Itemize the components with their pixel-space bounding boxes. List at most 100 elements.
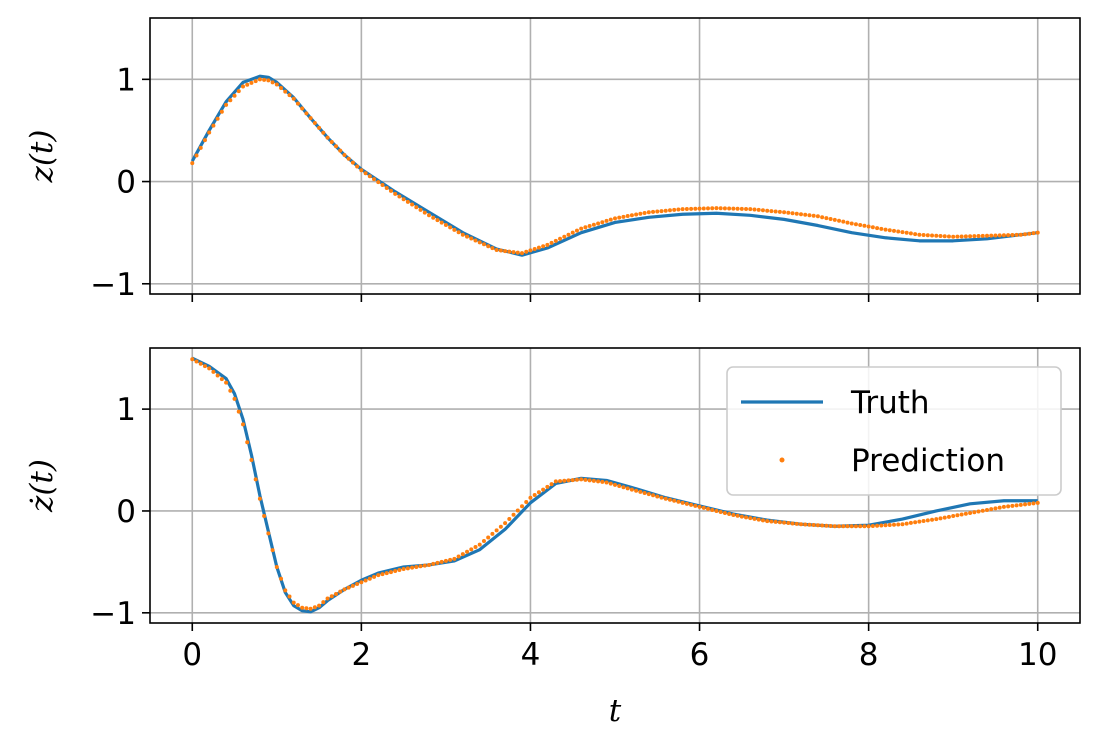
prediction-point	[625, 214, 630, 219]
prediction-point	[266, 531, 271, 536]
prediction-point	[579, 477, 584, 482]
prediction-point	[663, 208, 668, 213]
prediction-point	[655, 494, 660, 499]
x-tick-label: 8	[859, 637, 879, 673]
prediction-point	[866, 524, 871, 529]
prediction-point	[908, 231, 913, 236]
prediction-point	[350, 583, 355, 588]
prediction-point	[959, 234, 964, 239]
prediction-point	[372, 177, 377, 182]
prediction-point	[849, 221, 854, 226]
prediction-point	[739, 206, 744, 211]
prediction-point	[959, 512, 964, 517]
prediction-point	[1031, 501, 1036, 506]
prediction-point	[541, 244, 546, 249]
x-tick-label: 2	[351, 637, 371, 673]
prediction-point	[422, 563, 427, 568]
prediction-point	[1018, 502, 1023, 507]
prediction-point	[921, 519, 926, 524]
prediction-point	[634, 488, 639, 493]
prediction-point	[486, 244, 491, 249]
prediction-point	[283, 89, 288, 94]
prediction-point	[997, 505, 1002, 510]
prediction-point	[1006, 233, 1011, 238]
prediction-point	[384, 185, 389, 190]
prediction-point	[883, 227, 888, 232]
prediction-point	[765, 208, 770, 213]
prediction-point	[1031, 231, 1036, 236]
y-axis-label: z(t)	[24, 130, 60, 184]
prediction-point	[794, 211, 799, 216]
prediction-point	[655, 209, 660, 214]
prediction-point	[393, 569, 398, 574]
prediction-point	[879, 226, 884, 231]
prediction-point	[418, 564, 423, 569]
legend-label: Prediction	[851, 443, 1005, 479]
prediction-point	[190, 357, 195, 362]
prediction-point	[279, 576, 284, 581]
prediction-point	[946, 514, 951, 519]
prediction-point	[760, 518, 765, 523]
prediction-point	[1006, 504, 1011, 509]
prediction-point	[553, 479, 558, 484]
y-tick-label: −1	[90, 596, 136, 632]
prediction-point	[405, 199, 410, 204]
prediction-point	[980, 508, 985, 513]
prediction-point	[651, 209, 656, 214]
prediction-point	[820, 215, 825, 220]
prediction-point	[773, 519, 778, 524]
prediction-point	[1035, 230, 1040, 235]
prediction-point	[545, 242, 550, 247]
prediction-point	[820, 523, 825, 528]
prediction-point	[270, 80, 275, 85]
prediction-point	[976, 233, 981, 238]
prediction-point	[384, 571, 389, 576]
prediction-point	[460, 552, 465, 557]
prediction-point	[456, 554, 461, 559]
prediction-point	[498, 248, 503, 253]
prediction-point	[697, 206, 702, 211]
prediction-point	[427, 562, 431, 567]
prediction-point	[232, 396, 237, 401]
prediction-point	[224, 102, 229, 107]
prediction-point	[989, 233, 994, 238]
prediction-point	[951, 234, 956, 239]
prediction-point	[498, 524, 503, 529]
prediction-point	[367, 576, 372, 581]
prediction-point	[904, 230, 909, 235]
prediction-point	[477, 542, 482, 547]
prediction-point	[925, 233, 930, 238]
prediction-point	[989, 507, 994, 512]
prediction-point	[397, 568, 402, 573]
x-tick-label: 6	[690, 637, 710, 673]
prediction-point	[760, 208, 765, 213]
prediction-point	[972, 234, 977, 239]
prediction-point	[536, 245, 541, 250]
prediction-point	[215, 373, 220, 378]
prediction-point	[727, 206, 732, 211]
prediction-point	[329, 594, 334, 599]
prediction-point	[367, 174, 372, 179]
prediction-point	[946, 234, 951, 239]
prediction-point	[207, 366, 212, 371]
prediction-point	[190, 161, 195, 166]
prediction-point	[862, 524, 867, 529]
prediction-point	[355, 164, 360, 169]
prediction-point	[672, 207, 677, 212]
prediction-point	[1014, 503, 1019, 508]
prediction-point	[549, 240, 554, 245]
prediction-point	[638, 211, 643, 216]
prediction-point	[714, 206, 719, 211]
prediction-point	[693, 206, 698, 211]
prediction-point	[824, 523, 829, 528]
prediction-point	[807, 522, 812, 527]
prediction-point	[841, 219, 846, 224]
prediction-point	[338, 589, 343, 594]
prediction-point	[710, 206, 715, 211]
prediction-point	[346, 585, 351, 590]
prediction-point	[295, 101, 300, 106]
prediction-point	[997, 233, 1002, 238]
prediction-point	[511, 512, 516, 517]
prediction-point	[951, 514, 956, 519]
prediction-point	[646, 492, 651, 497]
